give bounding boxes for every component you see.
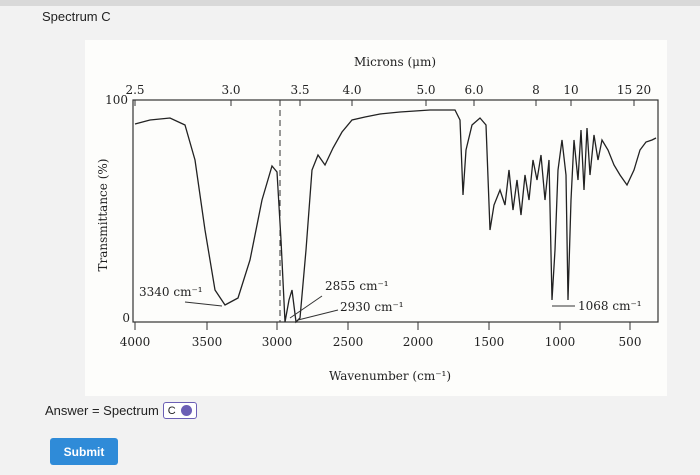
select-icon xyxy=(180,405,192,416)
paper xyxy=(85,40,667,396)
annotation-arrow xyxy=(184,301,223,307)
top-tick-label: 8 xyxy=(532,83,540,97)
annotation-arrow xyxy=(289,295,323,319)
answer-select[interactable]: C xyxy=(162,402,197,419)
annotation-arrow xyxy=(297,309,339,321)
bottom-tick-label: 1000 xyxy=(545,335,576,349)
y-axis-label: Transmittance (%) xyxy=(96,159,110,272)
annotation: 1068 cm⁻¹ xyxy=(578,299,642,313)
top-tick-label: 6.0 xyxy=(464,83,483,97)
bottom-tick-label: 2000 xyxy=(403,335,434,349)
question-title: Spectrum C xyxy=(42,9,111,24)
top-axis-label: Microns (μm) xyxy=(354,55,436,69)
submit-button[interactable]: Submit xyxy=(50,438,118,465)
top-tick-label: 3.0 xyxy=(221,83,240,97)
top-tick-label: 5.0 xyxy=(416,83,435,97)
annotation: 3340 cm⁻¹ xyxy=(139,285,203,299)
top-tick-label: 15 20 xyxy=(617,83,651,97)
plot-frame xyxy=(132,99,659,323)
answer-label: Answer = Spectrum xyxy=(45,403,159,418)
annotation: 2855 cm⁻¹ xyxy=(325,279,389,293)
label-bg xyxy=(137,283,205,301)
annotation: 2930 cm⁻¹ xyxy=(340,300,404,314)
bottom-tick-label: 3000 xyxy=(262,335,293,349)
bottom-axis-label: Wavenumber (cm⁻¹) xyxy=(329,369,451,383)
y-tick-label: 0 xyxy=(122,311,130,325)
bottom-tick-label: 3500 xyxy=(192,335,223,349)
y-tick-label: 100 xyxy=(105,93,128,107)
bottom-tick-label: 500 xyxy=(619,335,642,349)
answer-row: Answer = Spectrum C xyxy=(45,402,197,419)
top-tick-label: 10 xyxy=(563,83,578,97)
top-bar xyxy=(0,0,700,6)
selected-option: C xyxy=(167,404,176,417)
bottom-tick-label: 4000 xyxy=(120,335,151,349)
bottom-tick-label: 1500 xyxy=(474,335,505,349)
bottom-tick-label: 2500 xyxy=(333,335,364,349)
top-tick-label: 4.0 xyxy=(342,83,361,97)
top-tick-label: 3.5 xyxy=(290,83,309,97)
top-tick-label: 2.5 xyxy=(125,83,144,97)
spectrum-curve xyxy=(134,109,657,324)
